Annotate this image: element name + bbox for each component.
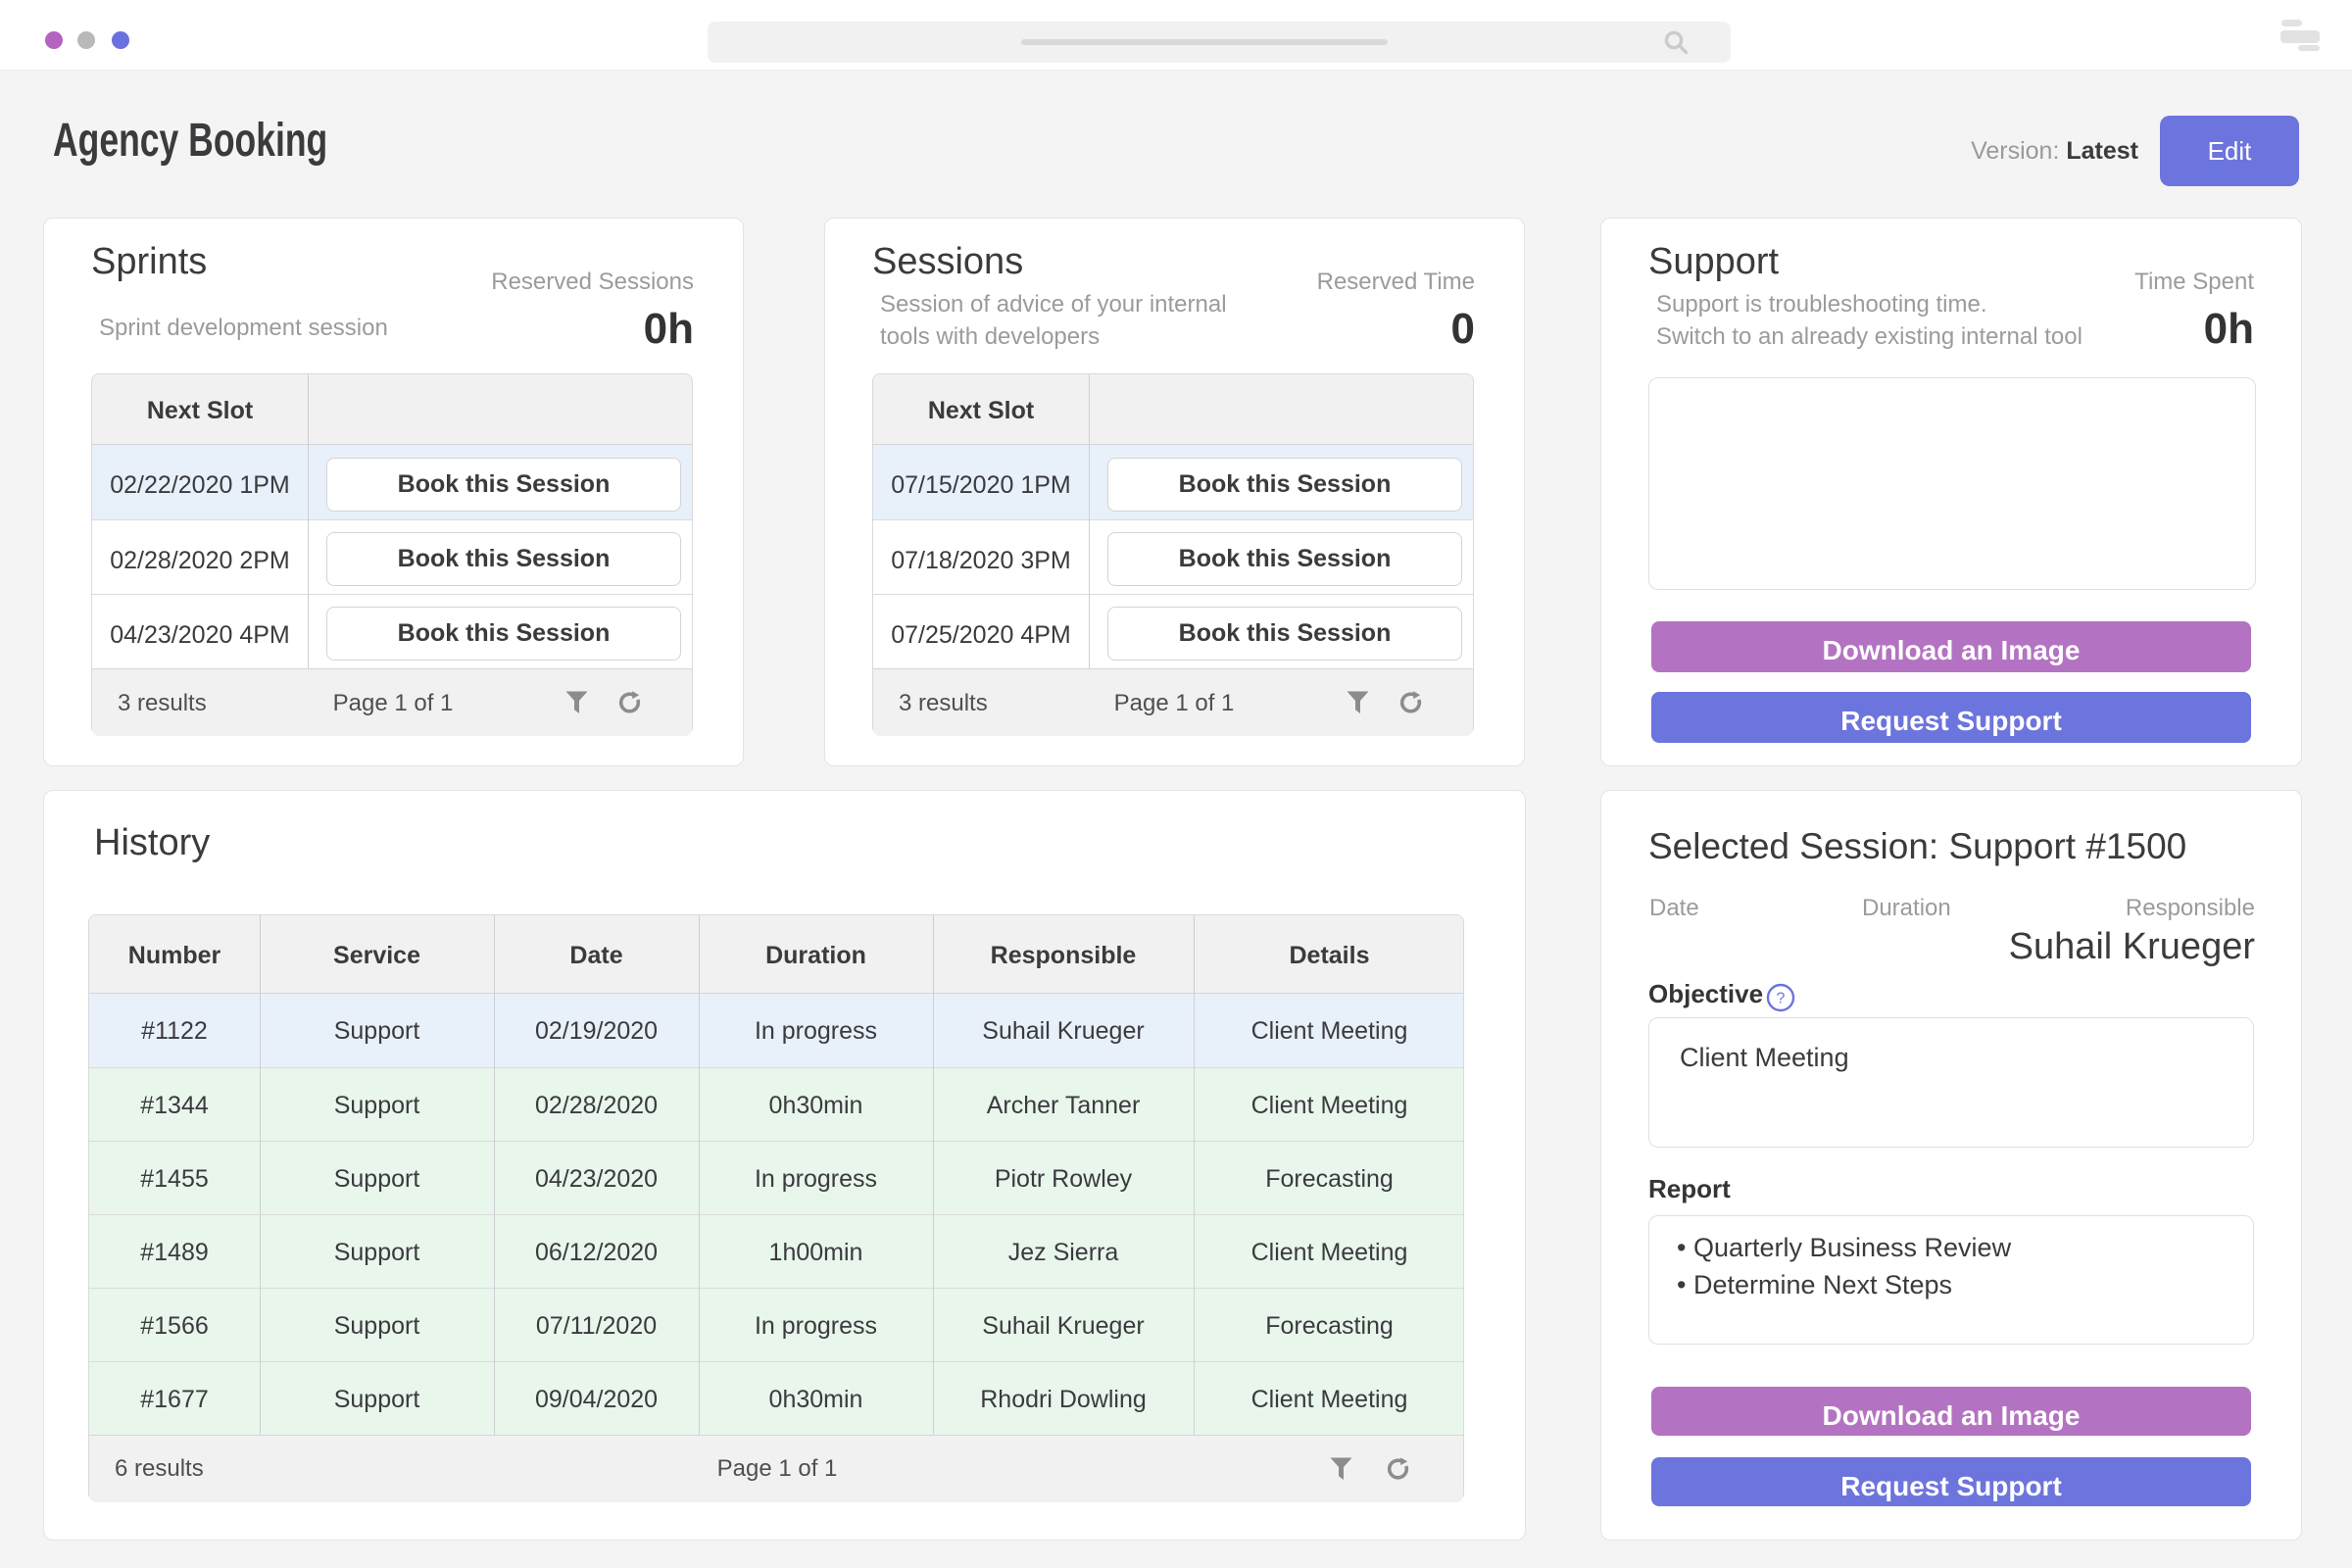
svg-text:?: ?	[1777, 991, 1786, 1007]
